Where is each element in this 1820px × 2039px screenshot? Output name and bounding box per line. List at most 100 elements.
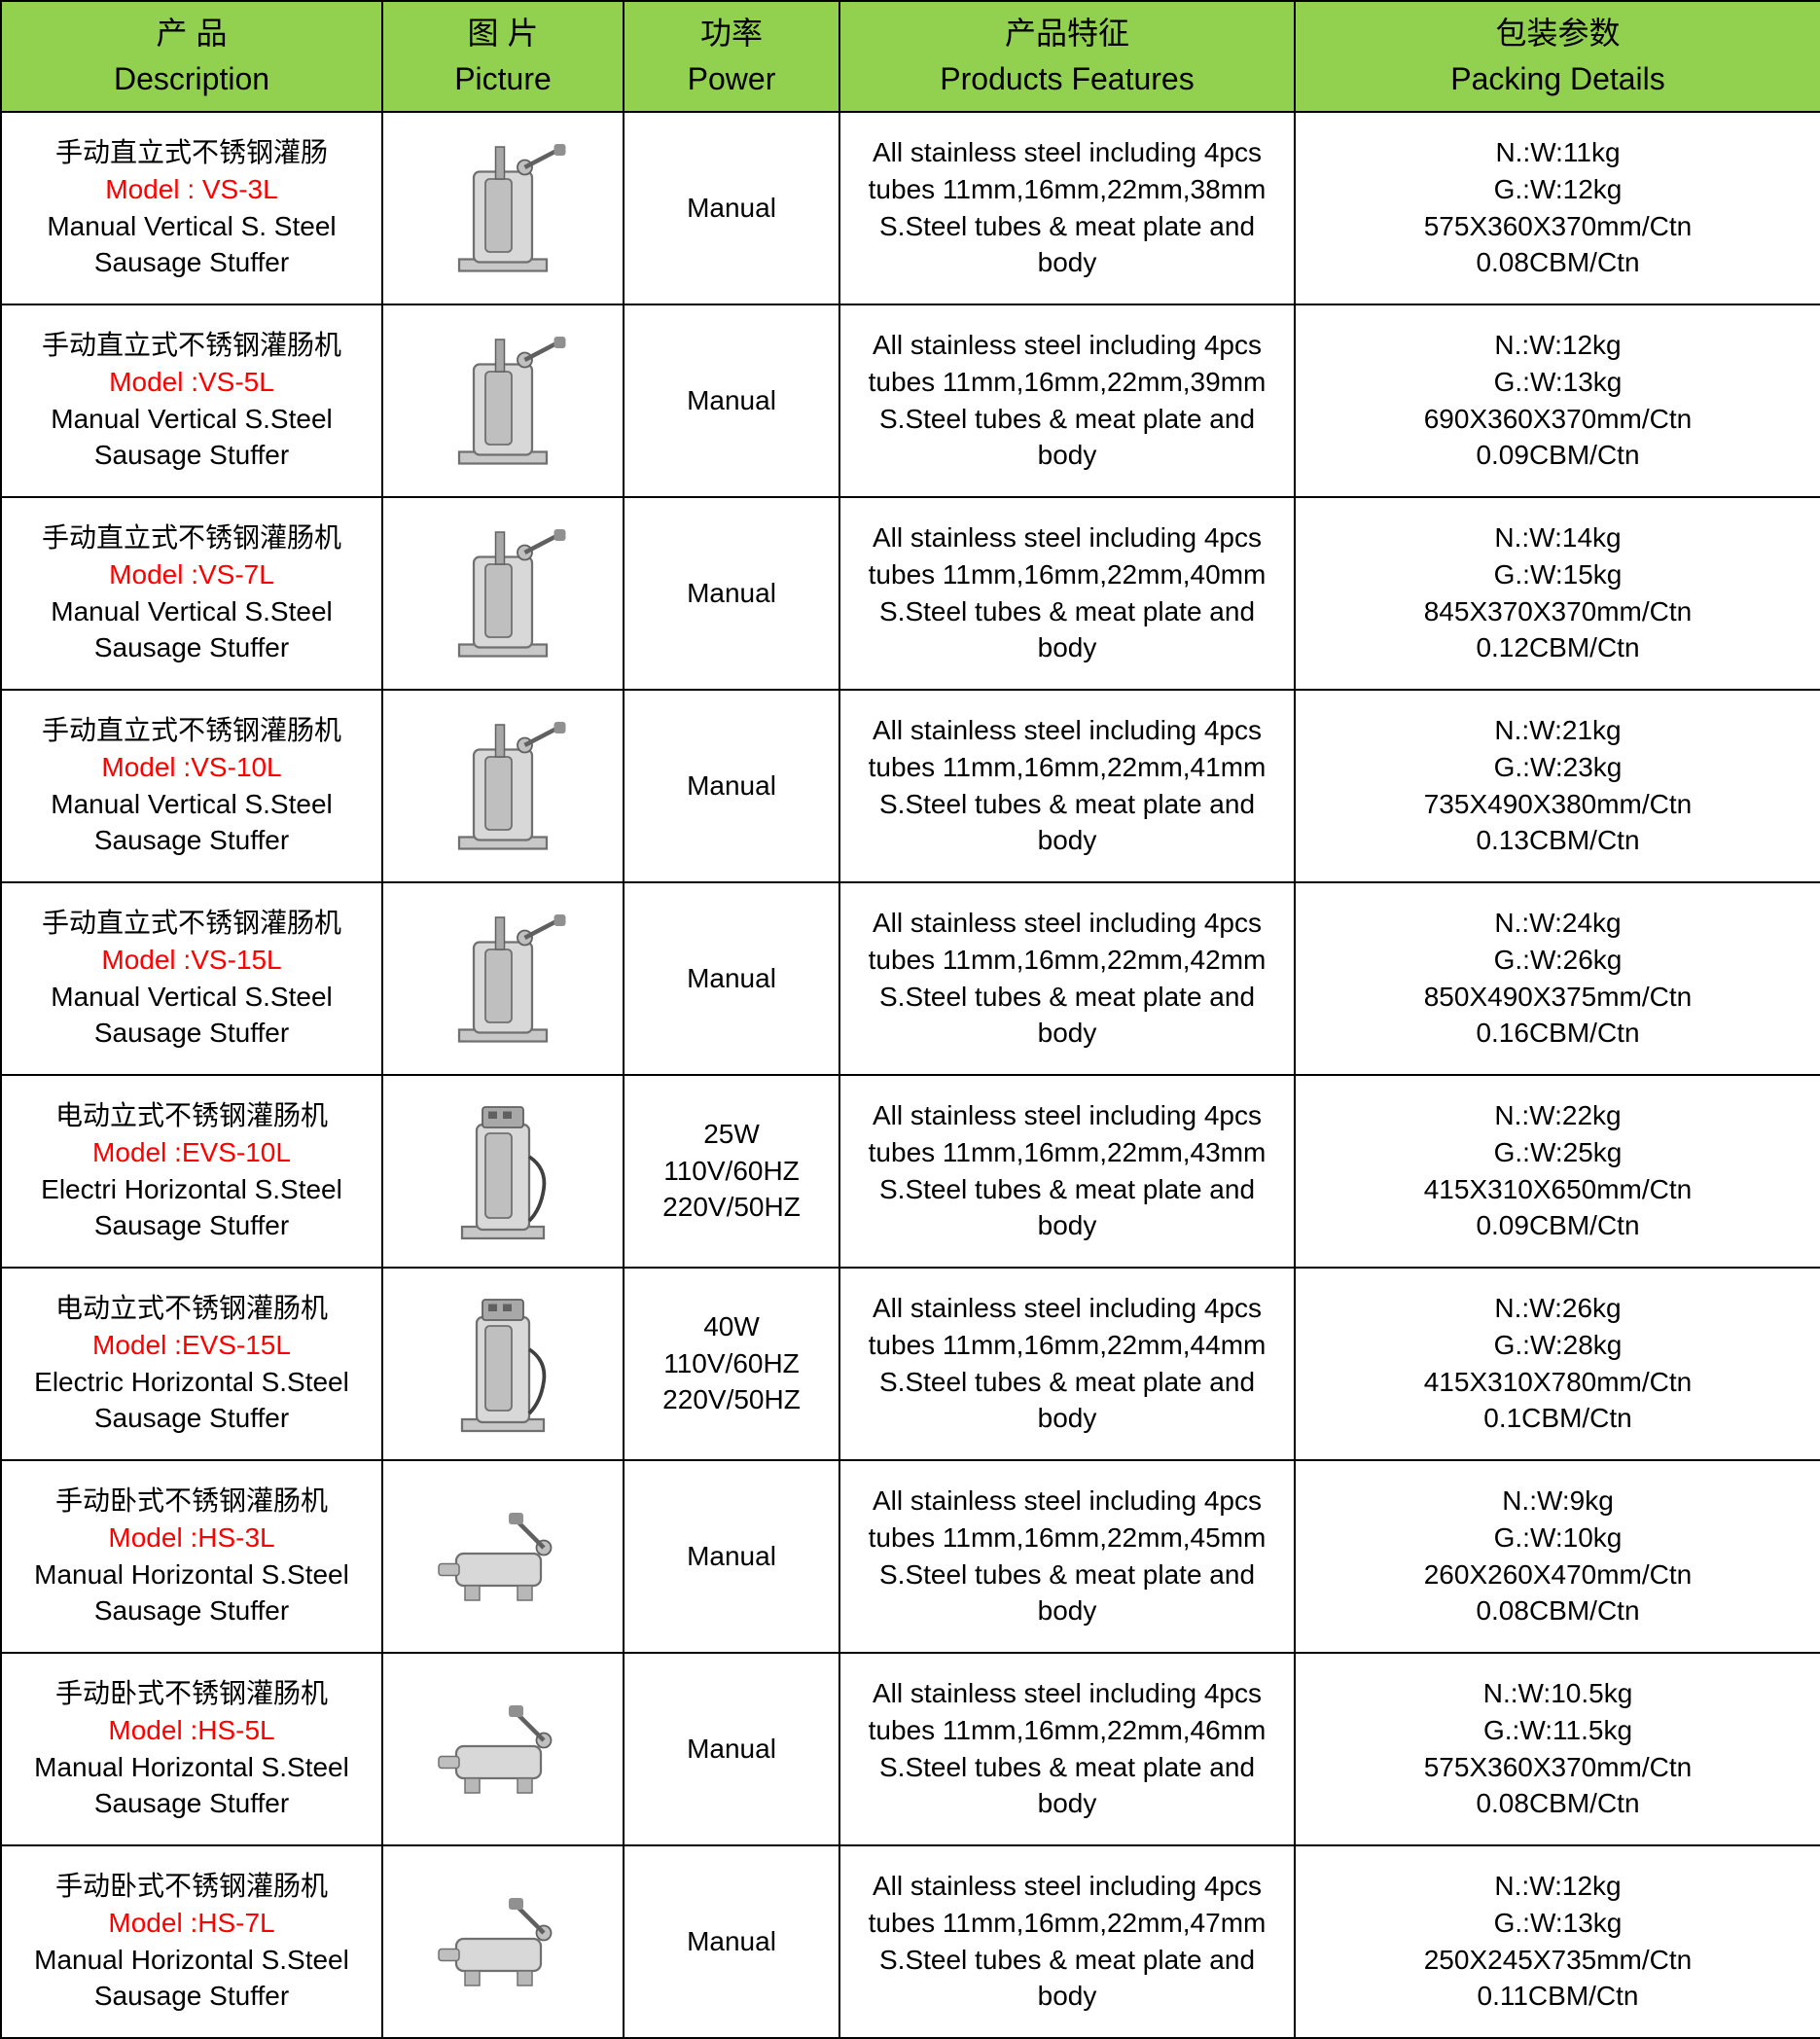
table-row: 电动立式不锈钢灌肠机Model :EVS-15LElectric Horizon… (1, 1268, 1820, 1460)
power-line: 220V/50HZ (628, 1381, 835, 1418)
cell-power: Manual (624, 1845, 839, 2038)
power-line: Manual (628, 1923, 835, 1960)
desc-en-line1: Manual Horizontal S.Steel (6, 1749, 377, 1786)
packing-line: N.:W:12kg (1300, 327, 1816, 364)
packing-line: G.:W:10kg (1300, 1520, 1816, 1556)
packing-line: N.:W:11kg (1300, 134, 1816, 171)
power-line: 40W (628, 1308, 835, 1345)
product-icon (387, 1276, 619, 1451)
features-text: All stainless steel including 4pcs tubes… (844, 1097, 1290, 1244)
header-power-cn: 功率 (628, 12, 835, 55)
product-icon (387, 698, 619, 874)
desc-model: Model :HS-3L (6, 1520, 377, 1556)
product-spec-table: 产 品 Description 图 片 Picture 功率 Power 产品特… (0, 0, 1820, 2039)
table-header-row: 产 品 Description 图 片 Picture 功率 Power 产品特… (1, 1, 1820, 112)
table-row: 手动直立式不锈钢灌肠机Model :VS-7LManual Vertical S… (1, 497, 1820, 690)
desc-cn: 手动卧式不锈钢灌肠机 (6, 1868, 377, 1905)
desc-model: Model : VS-3L (6, 171, 377, 208)
cell-description: 手动卧式不锈钢灌肠机Model :HS-3LManual Horizontal … (1, 1460, 382, 1653)
header-features: 产品特征 Products Features (839, 1, 1295, 112)
desc-cn: 手动卧式不锈钢灌肠机 (6, 1675, 377, 1712)
packing-line: 0.13CBM/Ctn (1300, 822, 1816, 859)
sausage-stuffer-icon (430, 135, 576, 281)
packing-line: N.:W:26kg (1300, 1290, 1816, 1327)
power-line: Manual (628, 1538, 835, 1575)
sausage-stuffer-icon (430, 1869, 576, 2015)
cell-picture (382, 1845, 624, 2038)
cell-power: 25W110V/60HZ220V/50HZ (624, 1075, 839, 1268)
cell-packing: N.:W:22kgG.:W:25kg415X310X650mm/Ctn0.09C… (1295, 1075, 1820, 1268)
packing-line: 0.08CBM/Ctn (1300, 1592, 1816, 1629)
packing-line: G.:W:11.5kg (1300, 1712, 1816, 1749)
desc-en-line1: Electri Horizontal S.Steel (6, 1171, 377, 1208)
cell-packing: N.:W:11kgG.:W:12kg575X360X370mm/Ctn0.08C… (1295, 112, 1820, 304)
packing-line: 575X360X370mm/Ctn (1300, 208, 1816, 245)
cell-description: 手动直立式不锈钢灌肠机Model :VS-5LManual Vertical S… (1, 304, 382, 497)
power-line: Manual (628, 960, 835, 997)
product-icon (387, 1662, 619, 1837)
sausage-stuffer-icon (430, 328, 576, 474)
features-text: All stainless steel including 4pcs tubes… (844, 327, 1290, 474)
features-text: All stainless steel including 4pcs tubes… (844, 1675, 1290, 1822)
desc-cn: 手动直立式不锈钢灌肠机 (6, 327, 377, 364)
cell-description: 手动直立式不锈钢灌肠机Model :VS-7LManual Vertical S… (1, 497, 382, 690)
cell-features: All stainless steel including 4pcs tubes… (839, 112, 1295, 304)
desc-en-line1: Manual Vertical S.Steel (6, 593, 377, 630)
packing-line: N.:W:22kg (1300, 1097, 1816, 1134)
features-text: All stainless steel including 4pcs tubes… (844, 1868, 1290, 2015)
desc-model: Model :HS-7L (6, 1905, 377, 1942)
table-row: 手动直立式不锈钢灌肠Model : VS-3LManual Vertical S… (1, 112, 1820, 304)
packing-line: 845X370X370mm/Ctn (1300, 593, 1816, 630)
cell-packing: N.:W:12kgG.:W:13kg250X245X735mm/Ctn0.11C… (1295, 1845, 1820, 2038)
header-picture: 图 片 Picture (382, 1, 624, 112)
desc-model: Model :VS-10L (6, 749, 377, 786)
header-features-cn: 产品特征 (844, 12, 1290, 55)
packing-line: G.:W:28kg (1300, 1327, 1816, 1364)
power-line: Manual (628, 768, 835, 805)
product-icon (387, 313, 619, 488)
packing-line: G.:W:25kg (1300, 1134, 1816, 1171)
cell-power: Manual (624, 882, 839, 1075)
cell-description: 手动直立式不锈钢灌肠机Model :VS-10LManual Vertical … (1, 690, 382, 882)
desc-en-line2: Sausage Stuffer (6, 1015, 377, 1052)
desc-en-line2: Sausage Stuffer (6, 1207, 377, 1244)
cell-picture (382, 304, 624, 497)
desc-en-line2: Sausage Stuffer (6, 1592, 377, 1629)
desc-cn: 电动立式不锈钢灌肠机 (6, 1097, 377, 1134)
desc-cn: 电动立式不锈钢灌肠机 (6, 1290, 377, 1327)
packing-line: 0.08CBM/Ctn (1300, 1785, 1816, 1822)
sausage-stuffer-icon (430, 906, 576, 1052)
packing-line: N.:W:10.5kg (1300, 1675, 1816, 1712)
desc-en-line1: Manual Horizontal S.Steel (6, 1942, 377, 1979)
product-icon (387, 1854, 619, 2029)
table-row: 手动卧式不锈钢灌肠机Model :HS-5LManual Horizontal … (1, 1653, 1820, 1845)
packing-line: 0.1CBM/Ctn (1300, 1400, 1816, 1437)
packing-line: 0.09CBM/Ctn (1300, 437, 1816, 474)
desc-model: Model :HS-5L (6, 1712, 377, 1749)
packing-line: 415X310X780mm/Ctn (1300, 1364, 1816, 1401)
cell-description: 手动直立式不锈钢灌肠机Model :VS-15LManual Vertical … (1, 882, 382, 1075)
packing-line: G.:W:15kg (1300, 556, 1816, 593)
cell-power: Manual (624, 1460, 839, 1653)
cell-picture (382, 690, 624, 882)
features-text: All stainless steel including 4pcs tubes… (844, 905, 1290, 1052)
desc-model: Model :VS-5L (6, 364, 377, 401)
packing-line: G.:W:13kg (1300, 364, 1816, 401)
sausage-stuffer-icon (430, 1291, 576, 1437)
table-row: 手动直立式不锈钢灌肠机Model :VS-15LManual Vertical … (1, 882, 1820, 1075)
header-power-en: Power (628, 57, 835, 101)
header-picture-cn: 图 片 (387, 12, 619, 55)
cell-features: All stainless steel including 4pcs tubes… (839, 497, 1295, 690)
header-description-cn: 产 品 (6, 12, 377, 55)
desc-en-line1: Manual Vertical S.Steel (6, 401, 377, 438)
power-line: 110V/60HZ (628, 1153, 835, 1190)
desc-en-line1: Manual Vertical S.Steel (6, 786, 377, 823)
features-text: All stainless steel including 4pcs tubes… (844, 1290, 1290, 1437)
packing-line: N.:W:24kg (1300, 905, 1816, 942)
cell-picture (382, 1075, 624, 1268)
packing-line: 850X490X375mm/Ctn (1300, 979, 1816, 1016)
desc-model: Model :VS-15L (6, 942, 377, 979)
desc-cn: 手动直立式不锈钢灌肠机 (6, 712, 377, 749)
sausage-stuffer-icon (430, 713, 576, 859)
power-line: 220V/50HZ (628, 1189, 835, 1226)
